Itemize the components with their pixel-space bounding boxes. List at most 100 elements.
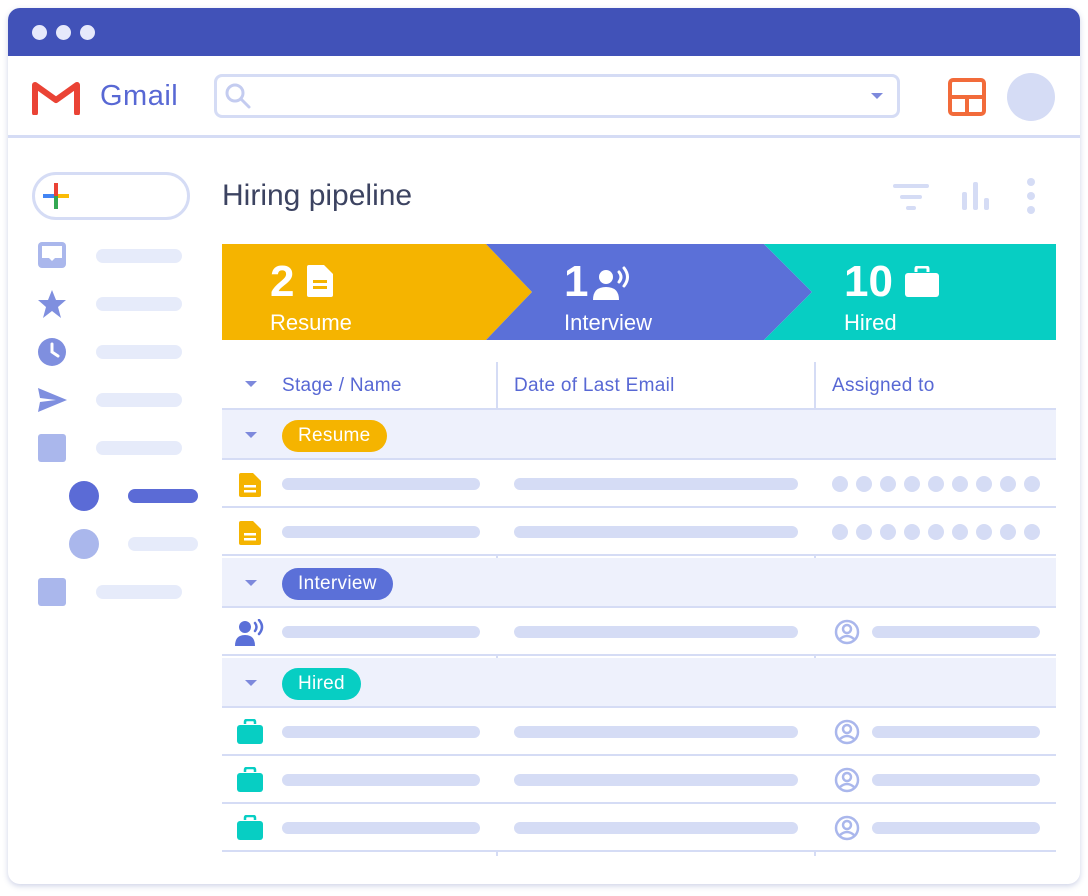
briefcase-icon: [905, 266, 939, 297]
document-icon: [307, 265, 333, 297]
collapse-caret-icon[interactable]: [245, 432, 257, 438]
user-icon: [834, 619, 860, 645]
dot-icon[interactable]: [69, 529, 99, 559]
collapse-caret-icon[interactable]: [245, 680, 257, 686]
person-voice-icon: [235, 619, 264, 646]
square-icon[interactable]: [36, 432, 68, 464]
assignee-dot: [904, 476, 920, 492]
assignee-placeholder: [872, 822, 1040, 834]
date-placeholder: [514, 822, 798, 834]
sidebar-item-inbox[interactable]: [96, 249, 182, 263]
person-voice-icon: [593, 266, 629, 300]
user-icon: [834, 719, 860, 745]
sidebar-subitem[interactable]: [128, 537, 198, 551]
stage-interview-count: 1: [564, 257, 589, 306]
column-header-assigned[interactable]: Assigned to: [832, 375, 935, 396]
assignee-dot: [856, 476, 872, 492]
assignee-placeholder: [872, 626, 1040, 638]
briefcase-icon: [237, 719, 263, 744]
date-placeholder: [514, 526, 798, 538]
sidebar-item-snoozed[interactable]: [96, 345, 182, 359]
inbox-icon[interactable]: [36, 240, 68, 272]
avatar[interactable]: [1007, 73, 1055, 121]
window-dot-icon[interactable]: [32, 25, 47, 40]
sidebar-item-starred[interactable]: [96, 297, 182, 311]
assignee-dot: [832, 476, 848, 492]
stage-resume-label: Resume: [270, 310, 352, 335]
group-row-hired[interactable]: Hired: [222, 658, 1056, 708]
search-bar[interactable]: [214, 74, 900, 118]
dropdown-caret-icon[interactable]: [871, 93, 883, 99]
stage-pill-hired: Hired: [282, 668, 361, 700]
stage-resume-bar[interactable]: [222, 244, 532, 340]
name-placeholder: [282, 526, 480, 538]
compose-button[interactable]: [32, 172, 190, 220]
assignee-dot: [856, 524, 872, 540]
stage-pill-interview: Interview: [282, 568, 393, 600]
layout-icon[interactable]: [948, 78, 986, 116]
assignee-dot: [1024, 476, 1040, 492]
send-icon[interactable]: [36, 384, 68, 416]
name-placeholder: [282, 478, 480, 490]
table-row[interactable]: [222, 508, 1056, 556]
assignee-dot: [880, 524, 896, 540]
star-icon[interactable]: [36, 288, 68, 320]
name-placeholder: [282, 774, 480, 786]
stage-resume-count: 2: [270, 257, 295, 306]
date-placeholder: [514, 726, 798, 738]
table-row[interactable]: [222, 804, 1056, 852]
date-placeholder: [514, 478, 798, 490]
assignee-dot: [952, 524, 968, 540]
document-icon: [239, 521, 261, 545]
stage-interview-bar[interactable]: [486, 244, 812, 340]
gmail-logo-icon[interactable]: [32, 79, 80, 115]
column-header-stage-name[interactable]: Stage / Name: [282, 375, 402, 396]
assignee-dot: [832, 524, 848, 540]
stage-hired-label: Hired: [844, 310, 897, 335]
assignee-dot: [1000, 476, 1016, 492]
sidebar-subitem-active[interactable]: [128, 489, 198, 503]
user-icon: [834, 767, 860, 793]
table-row[interactable]: [222, 460, 1056, 508]
collapse-all-caret-icon[interactable]: [245, 381, 257, 387]
filter-icon[interactable]: [892, 182, 930, 212]
more-vert-icon[interactable]: [1024, 178, 1038, 214]
assignee-dot: [904, 524, 920, 540]
app-name[interactable]: Gmail: [100, 80, 179, 112]
assignee-placeholder: [872, 774, 1040, 786]
assignee-dot: [928, 476, 944, 492]
group-row-interview[interactable]: Interview: [222, 558, 1056, 608]
dot-icon[interactable]: [69, 481, 99, 511]
square-icon[interactable]: [36, 576, 68, 608]
plus-icon: [43, 183, 69, 209]
group-row-resume[interactable]: Resume: [222, 410, 1056, 460]
assignee-dot: [952, 476, 968, 492]
name-placeholder: [282, 626, 480, 638]
table-row[interactable]: [222, 756, 1056, 804]
table-row[interactable]: [222, 708, 1056, 756]
table-row[interactable]: [222, 608, 1056, 656]
sidebar-item-label[interactable]: [96, 441, 182, 455]
sidebar-item-label[interactable]: [96, 585, 182, 599]
sidebar-item-sent[interactable]: [96, 393, 182, 407]
window-dot-icon[interactable]: [80, 25, 95, 40]
stage-pill-resume: Resume: [282, 420, 387, 452]
assignee-placeholder: [872, 726, 1040, 738]
assignee-dot: [976, 524, 992, 540]
assignee-dot: [976, 476, 992, 492]
column-header-date[interactable]: Date of Last Email: [514, 375, 675, 396]
browser-window: Gmail: [8, 8, 1080, 884]
stage-hired-count: 10: [844, 257, 893, 306]
clock-icon[interactable]: [36, 336, 68, 368]
date-placeholder: [514, 626, 798, 638]
window-dot-icon[interactable]: [56, 25, 71, 40]
collapse-caret-icon[interactable]: [245, 580, 257, 586]
search-icon[interactable]: [223, 81, 253, 111]
pipeline-stage-chevrons: [222, 244, 1056, 340]
bar-chart-icon[interactable]: [960, 180, 992, 212]
stage-interview-label: Interview: [564, 310, 653, 335]
briefcase-icon: [237, 767, 263, 792]
pipeline-stages: 2 Resume 1 Interview 10 Hired: [222, 244, 1056, 340]
document-icon: [239, 473, 261, 497]
user-icon: [834, 815, 860, 841]
